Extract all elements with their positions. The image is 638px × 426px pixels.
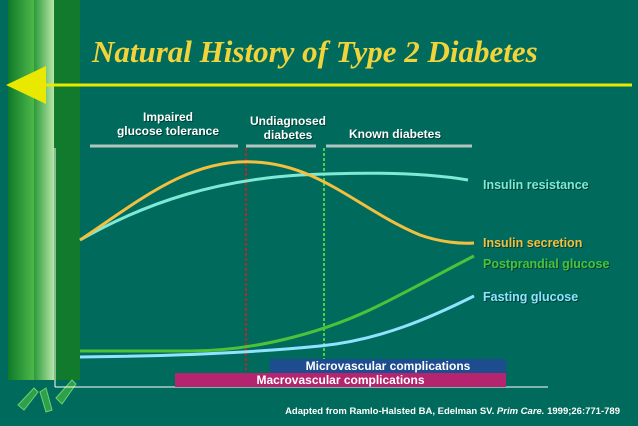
left-stripe-green xyxy=(54,0,80,380)
microvascular-label: Microvascular complications xyxy=(305,359,471,373)
fasting-glucose-curve xyxy=(79,294,475,359)
phase-label-undiagnosed-line2: diabetes xyxy=(263,128,313,142)
citation: Adapted from Ramlo-Halsted BA, Edelman S… xyxy=(285,406,620,417)
macrovascular-bar xyxy=(175,373,506,387)
citation-prefix: Adapted from Ramlo-Halsted BA, Edelman S… xyxy=(285,406,497,417)
label-fasting-glucose: Fasting glucose xyxy=(483,290,579,304)
phase-label-undiagnosed-line1: Undiagnosed xyxy=(249,114,326,128)
insulin-secretion-curve xyxy=(79,160,475,245)
insulin-resistance-curve xyxy=(79,171,469,242)
label-postprandial-glucose: Postprandial glucose xyxy=(483,257,610,271)
phase-label-impaired-line2: glucose tolerance xyxy=(116,124,220,138)
phase-label-known: Known diabetes xyxy=(348,127,441,141)
phase-label-impaired-line1: Impaired xyxy=(142,110,193,124)
page-title: Natural History of Type 2 Diabetes xyxy=(92,34,538,69)
citation-suffix: 1999;26:771-789 xyxy=(544,406,620,417)
citation-journal: Prim Care. xyxy=(496,406,545,417)
logo-icon xyxy=(17,379,77,413)
label-insulin-secretion: Insulin secretion xyxy=(483,236,583,250)
macrovascular-label: Macrovascular complications xyxy=(256,373,425,387)
phase-label-undiagnosed: Undiagnosed diabetes xyxy=(242,114,334,142)
postprandial-glucose-curve xyxy=(80,254,475,353)
arrow-icon xyxy=(6,66,46,104)
left-stripe-dark xyxy=(8,0,34,380)
microvascular-bar xyxy=(270,359,506,373)
phase-label-impaired: Impaired glucose tolerance xyxy=(108,110,228,138)
label-insulin-resistance: Insulin resistance xyxy=(483,178,589,192)
